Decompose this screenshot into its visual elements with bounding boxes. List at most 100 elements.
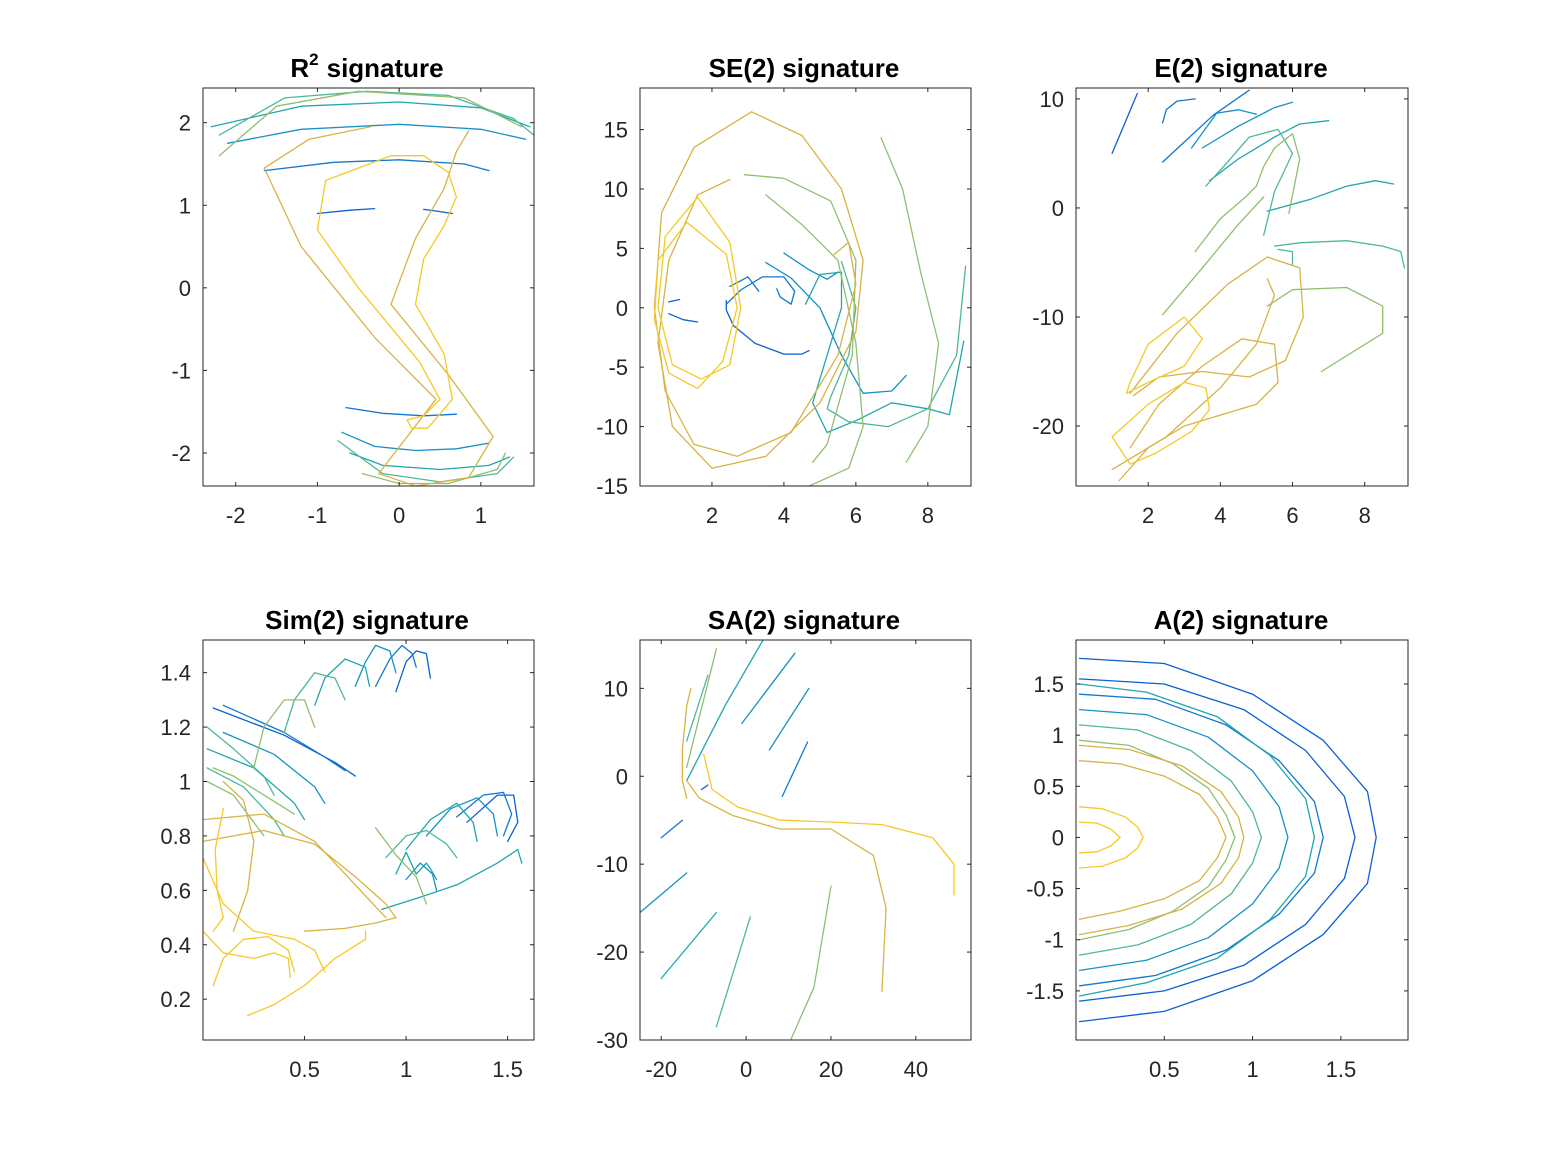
series-group bbox=[203, 644, 523, 1017]
x-tick-label: -1 bbox=[308, 503, 328, 528]
series-curve-20 bbox=[206, 780, 265, 837]
series-curve-16 bbox=[653, 221, 738, 390]
series-curve-8 bbox=[686, 640, 764, 782]
series-curve-5 bbox=[374, 644, 417, 687]
y-tick-label: -1 bbox=[1044, 928, 1064, 953]
series-curve-3 bbox=[660, 819, 684, 839]
series-group bbox=[640, 640, 955, 1040]
panel-title-sa2: SA(2) signature bbox=[708, 605, 900, 635]
series-curve-4 bbox=[729, 276, 760, 292]
y-tick-label: 1.4 bbox=[160, 661, 191, 686]
series-curve-13 bbox=[263, 126, 494, 486]
y-tick-label: -1.5 bbox=[1026, 979, 1064, 1004]
y-tick-label: -30 bbox=[596, 1028, 628, 1053]
panel-title-r2: R2 signature bbox=[290, 50, 443, 83]
series-curve-17 bbox=[283, 672, 346, 734]
series-curve-8 bbox=[1078, 760, 1227, 920]
series-group bbox=[653, 111, 967, 486]
panel-title-a2: A(2) signature bbox=[1154, 605, 1329, 635]
series-curve-10 bbox=[715, 916, 751, 1028]
y-tick-label: 5 bbox=[616, 236, 628, 261]
panel-title-se2: SE(2) signature bbox=[709, 53, 900, 83]
x-tick-label: -2 bbox=[226, 503, 246, 528]
series-curve-11 bbox=[206, 748, 306, 821]
series-curve-5 bbox=[1078, 683, 1316, 997]
series-curve-7 bbox=[660, 911, 718, 980]
series-curve-7 bbox=[1078, 739, 1236, 941]
series-curve-7 bbox=[783, 252, 839, 280]
series-curve-14 bbox=[657, 111, 864, 469]
y-tick-label: 1 bbox=[179, 193, 191, 218]
series-curve-8 bbox=[349, 452, 511, 471]
y-tick-label: 1 bbox=[1052, 723, 1064, 748]
series-curve-1 bbox=[212, 707, 356, 777]
series-curve-2 bbox=[668, 313, 699, 323]
x-tick-label: 20 bbox=[819, 1057, 843, 1082]
series-curve-16 bbox=[206, 767, 285, 837]
series-curve-17 bbox=[1125, 316, 1203, 394]
series-curve-16 bbox=[1118, 338, 1279, 482]
series-curve-12 bbox=[789, 885, 832, 1040]
y-tick-label: 15 bbox=[604, 118, 628, 143]
series-curve-11 bbox=[1194, 133, 1301, 253]
series-curve-4 bbox=[222, 704, 346, 772]
x-tick-label: 40 bbox=[904, 1057, 928, 1082]
axes-box bbox=[639, 87, 972, 487]
series-curve-1 bbox=[316, 207, 376, 215]
series-curve-7 bbox=[222, 731, 326, 804]
series-curve-30 bbox=[203, 930, 291, 979]
series-curve-3 bbox=[725, 300, 810, 355]
x-tick-label: 1.5 bbox=[492, 1057, 523, 1082]
series-curve-11 bbox=[743, 174, 857, 463]
series-curve-4 bbox=[1190, 109, 1258, 149]
series-curve-6 bbox=[1078, 724, 1263, 956]
y-tick-label: -20 bbox=[1032, 414, 1064, 439]
series-curve-6 bbox=[765, 261, 907, 394]
series-curve-4 bbox=[741, 652, 796, 725]
y-tick-label: 0 bbox=[1052, 196, 1064, 221]
series-curve-11 bbox=[1078, 744, 1245, 936]
series-curve-7 bbox=[1266, 180, 1395, 212]
y-tick-label: 0.5 bbox=[1033, 774, 1064, 799]
y-tick-label: -0.5 bbox=[1026, 877, 1064, 902]
series-curve-25 bbox=[222, 780, 255, 932]
x-tick-label: 2 bbox=[1142, 503, 1154, 528]
panel-sim2: 0.5 1 1.5 0.2 0.4 0.6 0.8 1 1.2 1.4 bbox=[160, 639, 535, 1082]
y-tick-label: -20 bbox=[596, 940, 628, 965]
series-curve-24 bbox=[203, 829, 397, 919]
series-curve-10 bbox=[1078, 821, 1121, 854]
series-curve-5 bbox=[226, 123, 527, 144]
x-tick-label: 6 bbox=[850, 503, 862, 528]
x-tick-label: 6 bbox=[1286, 503, 1298, 528]
series-curve-11 bbox=[686, 648, 718, 769]
series-curve-13 bbox=[405, 802, 478, 851]
series-curve-9 bbox=[1273, 240, 1406, 269]
series-curve-15 bbox=[657, 196, 742, 380]
series-curve-1 bbox=[668, 298, 681, 303]
y-tick-label: -2 bbox=[171, 441, 191, 466]
axes-box bbox=[202, 87, 535, 487]
y-tick-label: -10 bbox=[596, 852, 628, 877]
panel-e2: 2 4 6 8 -20 -10 0 10 bbox=[1032, 87, 1409, 528]
y-tick-label: 0 bbox=[1052, 825, 1064, 850]
series-curve-2 bbox=[781, 741, 809, 798]
series-curve-3 bbox=[1078, 693, 1324, 987]
axes-box bbox=[1075, 87, 1409, 487]
series-curve-11 bbox=[218, 90, 523, 157]
x-tick-label: 1 bbox=[400, 1057, 412, 1082]
series-group bbox=[1078, 657, 1377, 1023]
series-curve-5 bbox=[1201, 101, 1294, 149]
series-curve-1 bbox=[700, 784, 709, 791]
series-curve-2 bbox=[395, 650, 432, 693]
series-curve-32 bbox=[212, 808, 224, 932]
series-group bbox=[210, 90, 534, 486]
series-curve-27 bbox=[303, 916, 397, 932]
y-tick-label: 1.5 bbox=[1033, 672, 1064, 697]
series-curve-18 bbox=[1111, 381, 1211, 465]
series-curve-15 bbox=[381, 848, 523, 911]
y-tick-label: 10 bbox=[604, 676, 628, 701]
series-curve-15 bbox=[703, 753, 955, 896]
x-tick-label: 2 bbox=[706, 503, 718, 528]
series-curve-1 bbox=[1078, 657, 1377, 1023]
